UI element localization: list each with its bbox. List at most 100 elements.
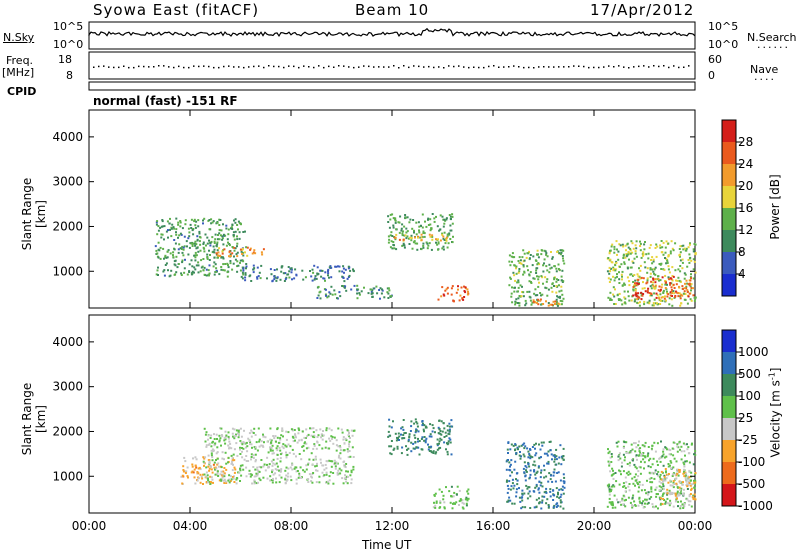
heatmap-cell [511,286,513,289]
heatmap-cell [528,454,531,457]
heatmap-cell [621,243,624,246]
heatmap-cell [644,290,647,293]
heatmap-cell [448,490,451,493]
heatmap-cell [659,263,662,266]
heatmap-cell [209,244,212,247]
heatmap-cell [389,234,392,237]
heatmap-cell [165,256,168,259]
heatmap-cell [333,462,336,465]
heatmap-cell [194,242,197,245]
heatmap-cell [643,445,646,448]
heatmap-cell [445,218,448,221]
heatmap-cell [348,432,350,434]
heatmap-cell [212,220,215,223]
heatmap-cell [200,266,203,269]
heatmap-cell [632,281,635,283]
heatmap-cell [169,252,172,255]
heatmap-cell [162,270,165,273]
freq-dot [263,66,265,69]
heatmap-cell [401,244,404,247]
heatmap-cell [632,494,635,497]
heatmap-cell [693,260,696,263]
heatmap-cell [278,481,281,484]
heatmap-cell [301,269,304,272]
heatmap-cell [192,471,195,474]
heatmap-cell [655,292,658,295]
heatmap-cell [458,500,461,503]
heatmap-cell [552,300,555,303]
heatmap-cell [334,467,337,470]
power-colorbar-segment [722,274,736,297]
heatmap-cell [339,295,342,298]
heatmap-cell [464,498,467,501]
heatmap-cell [187,253,190,256]
heatmap-cell [440,438,443,441]
heatmap-cell [522,291,525,294]
heatmap-cell [678,440,681,443]
heatmap-cell [427,224,430,226]
heatmap-cell [639,451,642,454]
heatmap-cell [639,277,642,280]
heatmap-cell [655,255,658,258]
heatmap-cell [298,472,301,475]
heatmap-cell [676,497,678,500]
heatmap-cell [555,285,558,288]
heatmap-cell [637,278,640,281]
heatmap-cell [234,258,237,261]
heatmap-cell [660,497,662,500]
heatmap-cell [329,265,332,268]
heatmap-cell [317,285,320,288]
heatmap-cell [432,506,435,509]
heatmap-cell [664,502,667,505]
heatmap-cell [529,448,531,451]
heatmap-cell [444,431,447,434]
heatmap-cell [681,258,684,261]
heatmap-cell [614,288,616,291]
heatmap-cell [533,443,536,446]
heatmap-cell [655,278,658,281]
heatmap-cell [435,500,438,503]
heatmap-cell [407,447,410,450]
heatmap-cell [301,430,304,433]
heatmap-cell [163,257,165,260]
heatmap-cell [180,475,183,478]
heatmap-cell [196,246,199,249]
heatmap-cell [682,492,685,495]
heatmap-cell [521,285,523,288]
heatmap-cell [650,447,653,450]
heatmap-cell [239,261,241,264]
heatmap-cell [239,269,242,272]
heatmap-cell [198,240,201,243]
heatmap-cell [443,501,446,504]
heatmap-cell [244,272,247,275]
heatmap-cell [155,221,158,224]
heatmap-cell [350,482,353,485]
heatmap-cell [545,452,548,455]
heatmap-cell [323,277,326,280]
heatmap-cell [608,450,611,453]
heatmap-cell [413,231,415,234]
heatmap-cell [302,469,305,472]
heatmap-cell [635,455,637,458]
heatmap-cell [666,448,668,451]
heatmap-cell [639,501,642,504]
heatmap-cell [280,468,283,471]
heatmap-cell [199,468,202,471]
heatmap-cell [646,277,649,280]
heatmap-cell [549,495,552,498]
heatmap-cell [181,482,184,485]
heatmap-cell [345,463,348,465]
heatmap-cell [438,488,441,491]
heatmap-cell [529,476,531,479]
heatmap-cell [199,249,202,252]
heatmap-cell [312,458,315,461]
heatmap-cell [295,436,297,439]
heatmap-cell [213,248,216,251]
heatmap-cell [194,268,197,271]
heatmap-cell [628,461,631,464]
heatmap-cell [271,444,274,447]
heatmap-cell [418,229,420,232]
heatmap-cell [663,456,666,459]
heatmap-cell [345,470,348,473]
heatmap-cell [330,429,333,432]
